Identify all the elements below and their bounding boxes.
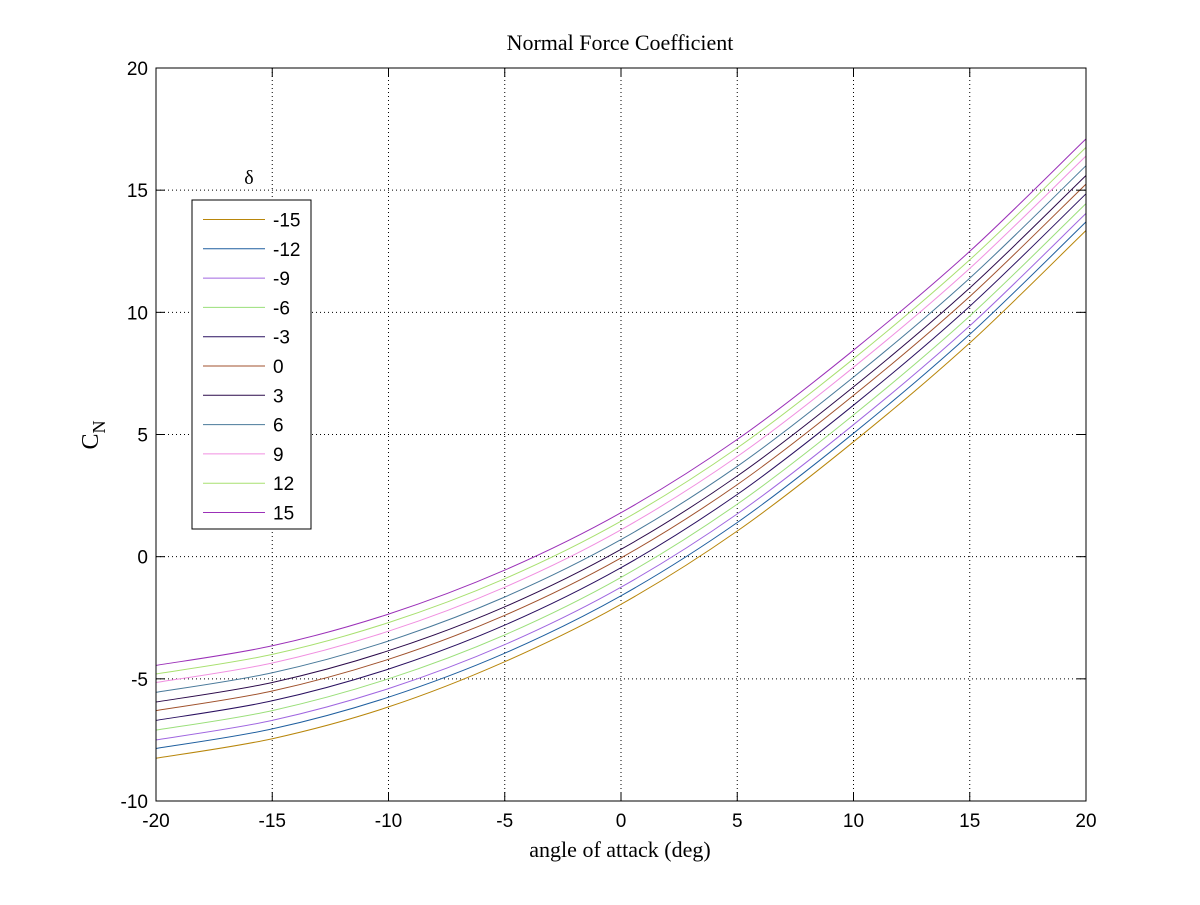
legend-label--15: -15 [273, 211, 300, 232]
legend-label-0: 0 [273, 357, 284, 378]
y-tick-label: -5 [131, 670, 148, 691]
series-line-delta--15 [155, 230, 1087, 759]
series-line-delta--9 [155, 213, 1087, 741]
x-tick-label: -10 [375, 811, 402, 832]
y-tick-label: 15 [127, 181, 148, 202]
series-line-delta-12 [155, 147, 1087, 675]
x-tick-label: -15 [259, 811, 286, 832]
legend-label--6: -6 [273, 298, 290, 319]
series-lines [155, 138, 1087, 759]
y-tick-label: -10 [121, 792, 148, 813]
x-axis-label: angle of attack (deg) [529, 837, 710, 862]
series-line-delta-3 [155, 175, 1087, 703]
legend: -15 -12 -9 -6 -3 0 3 6 9 12 15 [191, 199, 312, 530]
svg-text:CN: CN [78, 420, 109, 449]
legend-label--3: -3 [273, 328, 290, 349]
series-line-delta--3 [155, 193, 1087, 721]
x-tick-label: -20 [142, 811, 169, 832]
y-tick-label: 0 [137, 548, 148, 569]
legend-label-3: 3 [273, 386, 284, 407]
tick-labels: -20 -15 -10 -5 0 5 10 15 20 -10 -5 0 5 10 15 20 [121, 59, 1097, 832]
legend-box [191, 199, 312, 530]
series-line-delta-15 [155, 138, 1087, 666]
legend-label-9: 9 [273, 445, 284, 466]
series-line-delta-6 [155, 165, 1087, 693]
chart-title: Normal Force Coefficient [507, 30, 734, 55]
legend-label--12: -12 [273, 240, 300, 261]
y-tick-label: 10 [127, 303, 148, 324]
y-axis-label: C [78, 433, 104, 449]
y-tick-label: 20 [127, 59, 148, 80]
series-line-delta-9 [155, 155, 1087, 683]
y-axis-label-group: CN [78, 420, 109, 449]
series-line-delta--12 [155, 221, 1087, 749]
axes [155, 67, 1087, 802]
legend-label-15: 15 [273, 504, 294, 525]
y-axis-label-subscript: N [89, 420, 109, 433]
series-line-delta-0 [155, 183, 1087, 712]
x-tick-label: -5 [496, 811, 513, 832]
x-tick-label: 5 [732, 811, 743, 832]
grid-lines [156, 68, 1086, 801]
x-tick-label: 20 [1075, 811, 1096, 832]
legend-title: δ [244, 167, 253, 189]
x-tick-label: 10 [843, 811, 864, 832]
legend-label--9: -9 [273, 269, 290, 290]
legend-label-6: 6 [273, 416, 284, 437]
x-tick-label: 0 [616, 811, 627, 832]
y-tick-label: 5 [137, 426, 148, 447]
x-tick-label: 15 [959, 811, 980, 832]
legend-label-12: 12 [273, 474, 294, 495]
series-line-delta--6 [155, 203, 1087, 731]
